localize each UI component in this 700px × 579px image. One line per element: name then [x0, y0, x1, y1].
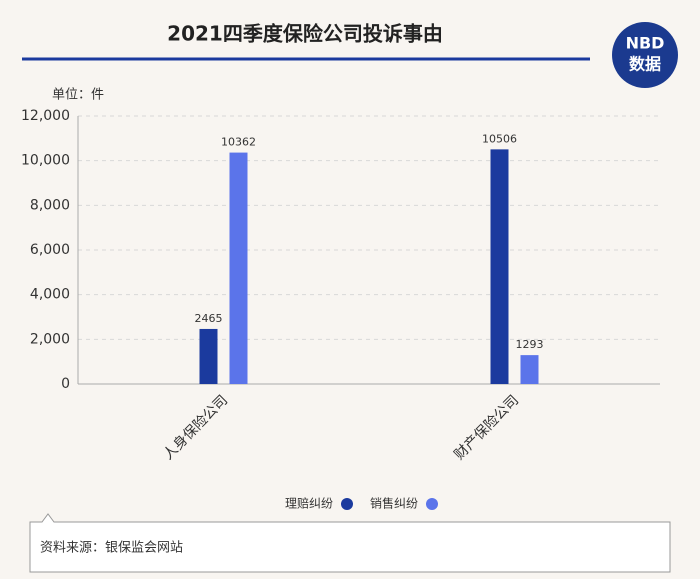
value-label: 10506 — [482, 132, 517, 145]
legend-label: 销售纠纷 — [370, 496, 418, 511]
bar — [490, 149, 509, 384]
bar — [199, 328, 218, 384]
bar — [520, 355, 539, 384]
logo-text: NBD — [626, 34, 665, 53]
logo-text: 数据 — [629, 55, 661, 74]
chart-title: 2021四季度保险公司投诉事由 — [167, 22, 443, 46]
value-label: 10362 — [221, 136, 256, 149]
y-tick-label: 2,000 — [30, 331, 70, 347]
value-label: 2465 — [195, 312, 223, 325]
y-tick-label: 10,000 — [21, 153, 70, 169]
legend-swatch — [426, 498, 438, 510]
logo-circle — [612, 22, 678, 88]
legend-swatch — [341, 498, 353, 510]
y-tick-label: 0 — [61, 376, 70, 392]
y-tick-label: 6,000 — [30, 242, 70, 258]
source: 资料来源：银保监会网站 — [40, 541, 183, 556]
y-tick-label: 12,000 — [21, 108, 70, 124]
legend-label: 理赔纠纷 — [285, 496, 333, 511]
unit-label: 单位：件 — [52, 88, 104, 103]
value-label: 1293 — [516, 338, 544, 351]
y-tick-label: 4,000 — [30, 287, 70, 303]
y-tick-label: 8,000 — [30, 197, 70, 213]
bar — [229, 152, 248, 384]
source-box — [29, 513, 671, 573]
